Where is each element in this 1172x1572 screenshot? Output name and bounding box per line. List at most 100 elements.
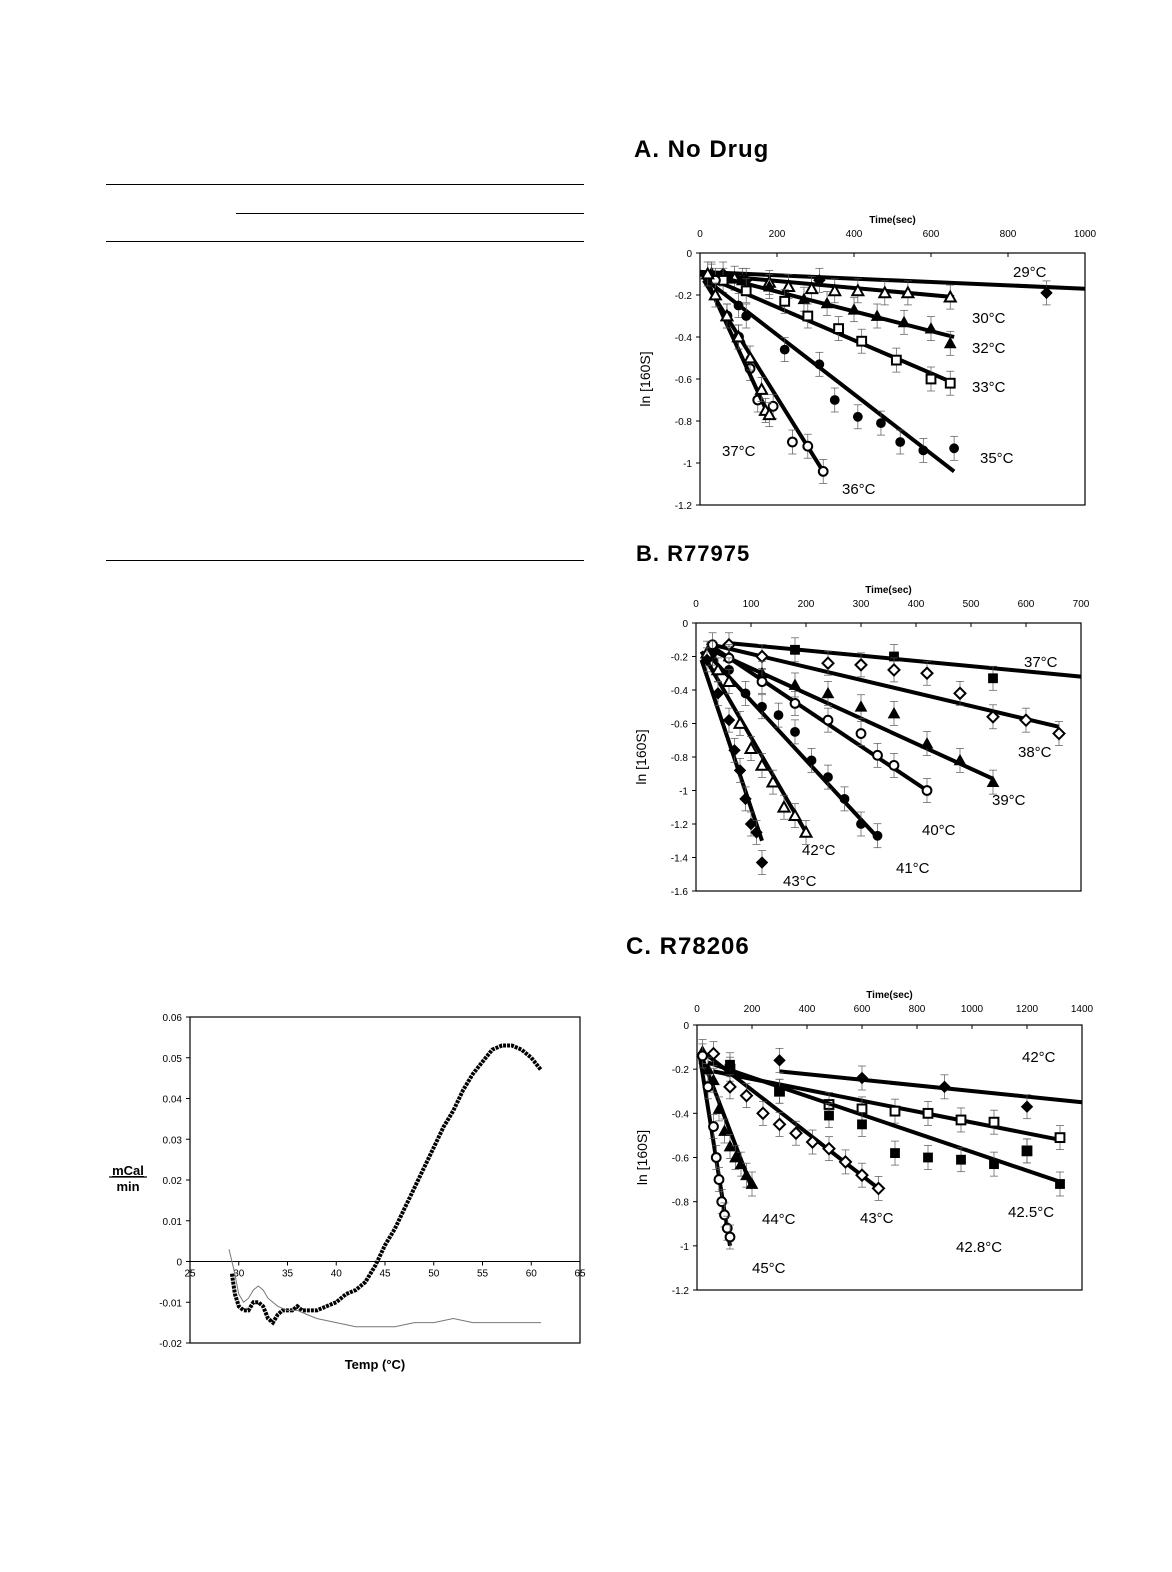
data-point-32c — [943, 336, 957, 349]
data-point-45c — [716, 1196, 728, 1208]
y-axis-label: ln [160S] — [634, 1130, 650, 1185]
series-label-42-5c: 42.5°C — [1008, 1204, 1054, 1221]
data-point-30c — [900, 285, 916, 299]
data-point-43c — [789, 1126, 803, 1141]
x-tick-label: 400 — [799, 1004, 816, 1015]
data-point-42c — [787, 808, 803, 822]
data-point-35c — [741, 311, 752, 321]
y-tick-label: -0.01 — [159, 1298, 182, 1309]
data-point-37c — [754, 381, 769, 395]
y-tick-label: 0.06 — [163, 1013, 183, 1024]
x-tick-label: 35 — [282, 1269, 294, 1280]
data-point-38c — [821, 656, 835, 671]
data-point-43c — [755, 856, 769, 869]
data-point-42-8c — [824, 1110, 834, 1121]
panel-a-heading: A. No Drug — [634, 136, 770, 163]
series-label-42c: 42°C — [1022, 1049, 1056, 1066]
data-point-45c — [724, 1231, 736, 1243]
data-point-30c — [781, 279, 796, 292]
y-tick-label: -0.4 — [671, 686, 689, 697]
fit-line-43c — [704, 1052, 880, 1190]
series-label-43c: 43°C — [860, 1210, 894, 1227]
data-point-42c — [773, 1054, 786, 1067]
x-tick-label: 0 — [697, 229, 703, 240]
x-axis-label: Time(sec) — [869, 215, 916, 226]
series-label-37c: 37°C — [722, 443, 756, 460]
table-header-rule — [106, 241, 584, 242]
series-label-41c: 41°C — [896, 860, 930, 877]
x-tick-label: 1200 — [1016, 1004, 1039, 1015]
x-axis-label: Time(sec) — [866, 990, 913, 1001]
data-point-32c — [847, 303, 861, 315]
data-point-38c — [920, 666, 934, 681]
data-point-42c — [776, 799, 792, 813]
chart-panel-a-no-drug: Time(sec) 0 200 400 600 800 1000 0 -0.2 -0.4 -0.6 -… — [637, 215, 1097, 512]
data-point-41c — [856, 819, 866, 829]
y-tick-label: -0.6 — [675, 375, 693, 386]
data-point-37c — [719, 308, 735, 322]
data-point-36c — [787, 436, 798, 448]
data-point-44c — [718, 1124, 731, 1136]
series-label-35c: 35°C — [980, 450, 1014, 467]
data-point-40c — [756, 676, 768, 688]
data-point-32c — [762, 280, 776, 292]
data-point-42c — [798, 824, 814, 838]
data-point-29c — [1040, 286, 1053, 300]
y-tick-label: 0 — [176, 1258, 182, 1269]
data-point-42-5c — [922, 1107, 934, 1119]
data-point-42-5c — [889, 1105, 901, 1117]
data-point-36c — [802, 440, 814, 452]
x-tick-label: 300 — [853, 599, 870, 610]
data-point-38c — [1019, 713, 1033, 728]
y-tick-label: -0.2 — [672, 1065, 690, 1076]
x-tick-label: 65 — [574, 1269, 586, 1280]
data-point-43c — [723, 1079, 737, 1094]
fit-line-42c — [779, 1069, 1083, 1105]
data-point-41c — [790, 726, 800, 737]
data-point-30c — [804, 281, 819, 295]
data-point-42-8c — [1055, 1179, 1065, 1189]
data-point-41c — [806, 755, 817, 766]
fit-line-42-8c — [707, 1060, 1061, 1184]
data-point-43c — [744, 817, 758, 831]
x-tick-label: 600 — [1018, 599, 1035, 610]
series-label-42-8c: 42.8°C — [956, 1239, 1002, 1256]
x-tick-label: 800 — [1000, 229, 1017, 240]
data-point-33c — [944, 377, 956, 389]
data-point-45c — [697, 1050, 708, 1062]
data-point-41c — [740, 688, 751, 699]
x-tick-label: 500 — [963, 599, 980, 610]
x-tick-label: 40 — [331, 1269, 343, 1280]
data-point-39c — [920, 737, 934, 749]
series-label-32c: 32°C — [972, 340, 1006, 357]
x-tick-label: 200 — [744, 1004, 761, 1015]
x-tick-label: 45 — [379, 1269, 391, 1280]
data-point-43c — [838, 1155, 853, 1169]
x-tick-label: 600 — [923, 229, 940, 240]
data-point-35c — [829, 395, 840, 405]
y-tick-label: 0 — [686, 249, 692, 260]
y-tick-label: 0.05 — [163, 1054, 183, 1065]
x-tick-label: 1000 — [1074, 229, 1097, 240]
data-point-42c — [721, 674, 737, 688]
x-tick-label: 600 — [854, 1004, 871, 1015]
series-label-37c: 37°C — [1024, 654, 1058, 671]
data-point-44c — [712, 1102, 726, 1114]
series-label-40c: 40°C — [922, 822, 956, 839]
y-tick-label: 0.04 — [163, 1095, 183, 1106]
y-tick-label: -0.2 — [675, 291, 693, 302]
data-point-40c — [855, 728, 867, 739]
data-point-37c — [742, 350, 758, 364]
data-point-42-8c — [890, 1148, 900, 1158]
data-point-42c — [1020, 1100, 1034, 1113]
fit-line-35c — [702, 276, 956, 473]
data-point-43c — [722, 713, 736, 727]
x-tick-label: 400 — [908, 599, 925, 610]
data-point-35c — [814, 359, 825, 370]
data-point-32c — [797, 292, 811, 305]
data-point-42-8c — [989, 1159, 999, 1170]
data-point-45c — [710, 1152, 722, 1163]
y-tick-label: -0.6 — [672, 1154, 690, 1165]
data-point-42c — [710, 662, 726, 676]
data-point-35c — [876, 418, 886, 429]
